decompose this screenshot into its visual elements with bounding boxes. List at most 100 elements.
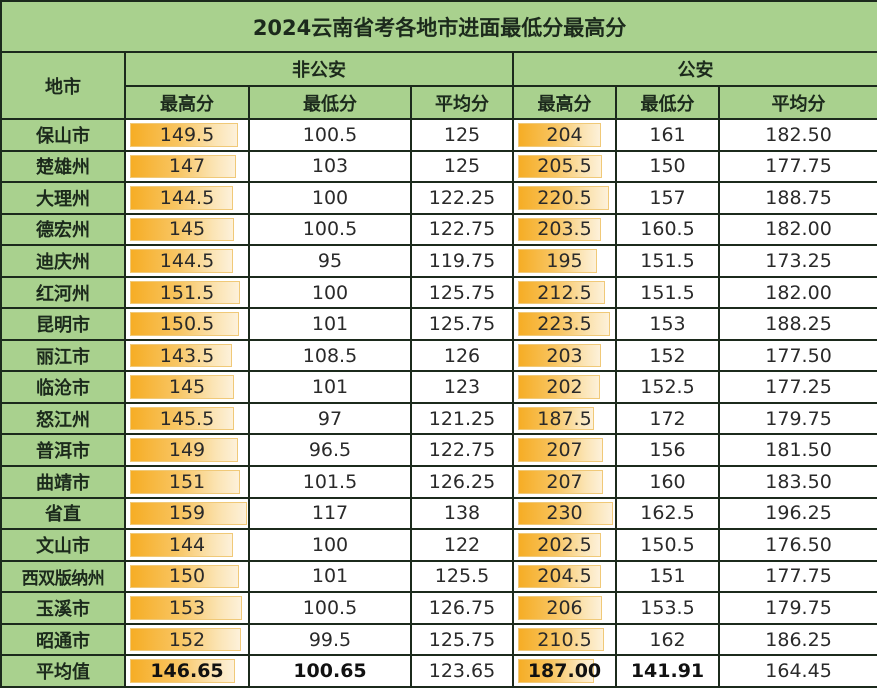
police-min-cell: 156 [615, 433, 720, 468]
cell-value: 151 [168, 470, 206, 493]
non-police-min-cell: 100.5 [248, 591, 412, 625]
data-bar [130, 312, 240, 336]
table-row: 迪庆州 144.5 95 119.75 195 151.5 173.25 [0, 244, 877, 278]
table-body: 保山市 149.5 100.5 125 204 161 182.50 楚雄州 147 103 125… [0, 118, 877, 688]
police-group-header: 公安 [511, 51, 877, 87]
city-cell: 红河州 [0, 275, 126, 310]
police-max-cell: 207 [512, 433, 617, 468]
non-police-avg-cell: 126.75 [410, 591, 514, 625]
data-bar [130, 533, 233, 557]
police-max-cell: 202.5 [512, 528, 617, 562]
non-police-min-cell: 101 [248, 559, 412, 594]
non-police-min-cell: 103 [248, 149, 412, 184]
data-bar [130, 343, 233, 368]
cell-value: 202 [546, 376, 583, 399]
police-max-cell: 210.5 [512, 622, 617, 657]
non-police-min-cell: 117 [248, 496, 412, 531]
non-police-avg-cell: 122 [410, 528, 514, 562]
cell-value: 203.5 [537, 218, 592, 241]
cell-value: 145 [168, 376, 206, 399]
non-police-avg-cell: 125.5 [410, 559, 514, 594]
table-row: 保山市 149.5 100.5 125 204 161 182.50 [0, 118, 877, 152]
city-cell: 玉溪市 [0, 591, 126, 625]
police-min-cell: 141.91 [615, 654, 720, 688]
police-avg-cell: 182.00 [717, 212, 877, 247]
non-police-max-cell: 149.5 [124, 118, 250, 152]
non-police-avg-cell: 125 [410, 118, 514, 152]
police-min-cell: 152.5 [615, 370, 720, 404]
non-police-max-header: 最高分 [124, 85, 250, 120]
non-police-max-cell: 145 [124, 370, 250, 404]
police-avg-cell: 177.75 [717, 559, 877, 594]
police-avg-cell: 181.50 [717, 433, 877, 468]
non-police-avg-cell: 122.25 [410, 181, 514, 215]
non-police-avg-cell: 119.75 [410, 244, 514, 278]
table-row: 文山市 144 100 122 202.5 150.5 176.50 [0, 528, 877, 562]
table-row: 怒江州 145.5 97 121.25 187.5 172 179.75 [0, 401, 877, 436]
police-avg-cell: 188.25 [717, 307, 877, 341]
city-cell: 昭通市 [0, 622, 126, 657]
cell-value: 144 [168, 533, 206, 556]
non-police-min-cell: 95 [248, 244, 412, 278]
police-avg-cell: 177.50 [717, 338, 877, 373]
data-bar [518, 659, 594, 683]
data-bar [130, 627, 241, 652]
city-cell: 楚雄州 [0, 149, 126, 184]
police-avg-cell: 176.50 [717, 528, 877, 562]
non-police-max-cell: 144 [124, 528, 250, 562]
non-police-max-cell: 151 [124, 465, 250, 499]
non-police-avg-cell: 126.25 [410, 465, 514, 499]
table-row: 德宏州 145 100.5 122.75 203.5 160.5 182.00 [0, 212, 877, 247]
cell-value: 149.5 [159, 123, 215, 146]
non-police-min-cell: 100.65 [248, 654, 412, 688]
police-max-cell: 212.5 [512, 275, 617, 310]
cell-value: 206 [546, 596, 583, 619]
city-column-header: 地市 [0, 51, 126, 120]
cell-value: 207 [546, 470, 583, 493]
city-cell: 大理州 [0, 181, 126, 215]
non-police-max-cell: 147 [124, 149, 250, 184]
police-min-cell: 160.5 [615, 212, 720, 247]
police-max-cell: 230 [512, 496, 617, 531]
non-police-min-cell: 101 [248, 370, 412, 404]
police-max-cell: 205.5 [512, 149, 617, 184]
city-cell: 文山市 [0, 528, 126, 562]
police-avg-cell: 173.25 [717, 244, 877, 278]
non-police-avg-header: 平均分 [410, 85, 514, 120]
table-row: 西双版纳州 150 101 125.5 204.5 151 177.75 [0, 559, 877, 594]
police-avg-header: 平均分 [717, 85, 877, 120]
cell-value: 152 [168, 628, 206, 651]
non-police-avg-cell: 126 [410, 338, 514, 373]
non-police-avg-cell: 125.75 [410, 307, 514, 341]
cell-value: 205.5 [537, 155, 592, 178]
non-police-avg-cell: 123 [410, 370, 514, 404]
police-min-cell: 151 [615, 559, 720, 594]
table-title: 2024云南省考各地市进面最低分最高分 [0, 0, 877, 53]
data-bar [130, 123, 239, 147]
police-max-cell: 206 [512, 591, 617, 625]
city-cell: 普洱市 [0, 433, 126, 468]
data-bar [130, 596, 242, 620]
cell-value: 202.5 [537, 533, 592, 556]
cell-value: 187.00 [527, 660, 602, 683]
city-cell: 临沧市 [0, 370, 126, 404]
cell-value: 146.65 [150, 660, 224, 683]
city-cell: 昆明市 [0, 307, 126, 341]
table-row: 红河州 151.5 100 125.75 212.5 151.5 182.00 [0, 275, 877, 310]
police-max-cell: 220.5 [512, 181, 617, 215]
police-max-cell: 187.5 [512, 401, 617, 436]
table-row: 玉溪市 153 100.5 126.75 206 153.5 179.75 [0, 591, 877, 625]
data-bar [518, 501, 613, 526]
non-police-min-cell: 96.5 [248, 433, 412, 468]
police-avg-cell: 183.50 [717, 465, 877, 499]
data-bar [518, 438, 603, 463]
data-bar [518, 154, 602, 179]
cell-value: 144.5 [159, 186, 215, 209]
police-min-cell: 157 [615, 181, 720, 215]
police-avg-cell: 177.75 [717, 149, 877, 184]
cell-value: 150.5 [159, 313, 215, 336]
non-police-avg-cell: 121.25 [410, 401, 514, 436]
cell-value: 203 [546, 344, 583, 367]
police-avg-cell: 196.25 [717, 496, 877, 531]
